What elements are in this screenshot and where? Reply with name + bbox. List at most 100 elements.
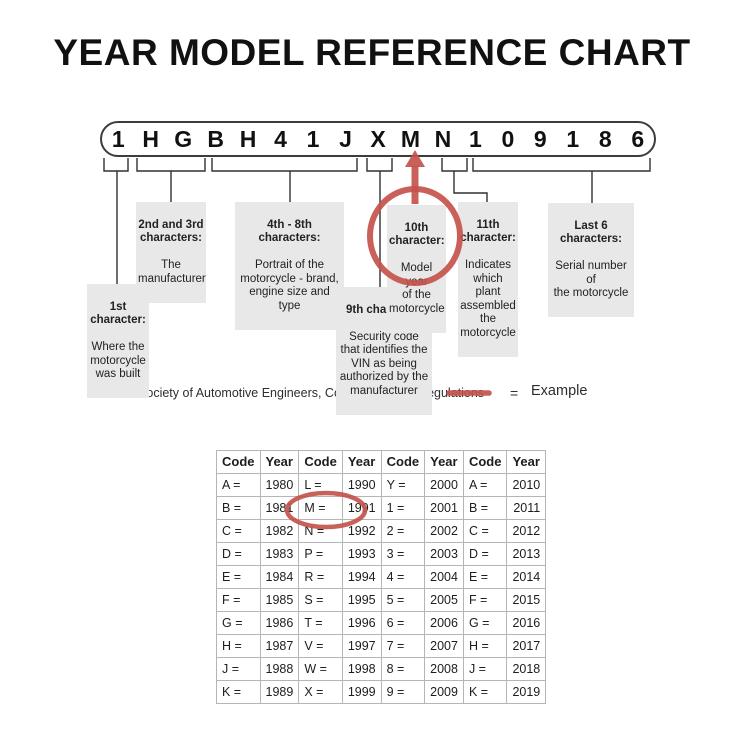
year-cell: 2003 bbox=[424, 542, 464, 566]
callout-body: Serial number of the motorcycle bbox=[553, 260, 629, 299]
callout-body: Portrait of the motorcycle - brand, engi… bbox=[240, 259, 339, 312]
connector-bracket-4th-8th bbox=[211, 158, 358, 202]
vin-character: H bbox=[239, 126, 257, 152]
year-cell: 2013 bbox=[506, 542, 547, 566]
page-title: YEAR MODEL REFERENCE CHART bbox=[53, 32, 691, 73]
year-cell: 1999 bbox=[341, 680, 382, 704]
code-cell: F = bbox=[216, 588, 261, 612]
year-cell: 2011 bbox=[506, 496, 547, 520]
code-cell: 2 = bbox=[380, 519, 426, 543]
callout-1st-character: 1st character: Where the motorcycle was … bbox=[87, 284, 149, 398]
year-cell: 1996 bbox=[341, 611, 382, 635]
code-cell: R = bbox=[298, 565, 343, 589]
code-cell: 8 = bbox=[380, 657, 426, 681]
code-cell: X = bbox=[298, 680, 343, 704]
callout-body: The manufacturer bbox=[138, 259, 206, 285]
year-cell: 2009 bbox=[424, 680, 464, 704]
vin-character: 1 bbox=[111, 126, 125, 152]
callout-body: Indicates which plant assembled the moto… bbox=[460, 259, 516, 339]
code-cell: T = bbox=[298, 611, 343, 635]
code-cell: E = bbox=[462, 565, 508, 589]
code-cell: P = bbox=[298, 542, 343, 566]
year-cell: 1991 bbox=[341, 496, 382, 520]
year-code-table: Code Year Code Year Code Year Code Year A = 1980 L… bbox=[216, 450, 547, 704]
code-cell: A = bbox=[216, 473, 261, 497]
year-cell: 2002 bbox=[424, 519, 464, 543]
table-row: D = 1983 P = 1993 3 = 2003 D = 2013 bbox=[216, 542, 547, 566]
legend-equals-sign: = bbox=[510, 385, 519, 401]
code-cell: H = bbox=[462, 634, 508, 658]
code-cell: C = bbox=[216, 519, 261, 543]
table-row: B = 1981 M = 1991 1 = 2001 B = 2011 bbox=[216, 496, 547, 520]
table-header-cell: Code bbox=[298, 450, 343, 474]
year-cell: 2018 bbox=[506, 657, 547, 681]
year-cell: 1988 bbox=[259, 657, 300, 681]
callout-9th-character: 9th character: Security code that identi… bbox=[336, 287, 432, 415]
vin-character: 1 bbox=[468, 126, 482, 152]
code-cell: E = bbox=[216, 565, 261, 589]
code-cell: A = bbox=[462, 473, 508, 497]
vin-character: G bbox=[174, 126, 193, 152]
callout-2nd-3rd-characters: 2nd and 3rd characters: The manufacturer bbox=[136, 202, 206, 303]
year-cell: 2005 bbox=[424, 588, 464, 612]
code-cell: B = bbox=[462, 496, 508, 520]
table-row: H = 1987 V = 1997 7 = 2007 H = 2017 bbox=[216, 634, 547, 658]
vin-character: H bbox=[142, 126, 160, 152]
year-cell: 2004 bbox=[424, 565, 464, 589]
vin-character: 8 bbox=[598, 126, 612, 152]
year-cell: 1986 bbox=[259, 611, 300, 635]
code-cell: H = bbox=[216, 634, 261, 658]
code-cell: N = bbox=[298, 519, 343, 543]
year-cell: 2001 bbox=[424, 496, 464, 520]
code-cell: F = bbox=[462, 588, 508, 612]
code-cell: G = bbox=[216, 611, 261, 635]
code-cell: G = bbox=[462, 611, 508, 635]
code-cell: Y = bbox=[380, 473, 426, 497]
connector-bracket-1st bbox=[103, 158, 129, 284]
year-cell: 2015 bbox=[506, 588, 547, 612]
callout-last-6-characters: Last 6 characters: Serial number of the … bbox=[548, 203, 634, 317]
vin-character: 1 bbox=[566, 126, 580, 152]
vin-character: X bbox=[370, 126, 386, 152]
year-cell: 1980 bbox=[259, 473, 300, 497]
code-cell: D = bbox=[462, 542, 508, 566]
year-cell: 1995 bbox=[341, 588, 382, 612]
year-cell: 1981 bbox=[259, 496, 300, 520]
callout-heading: 1st character: bbox=[90, 300, 146, 327]
table-row: F = 1985 S = 1995 5 = 2005 F = 2015 bbox=[216, 588, 547, 612]
table-header-cell: Year bbox=[506, 450, 547, 474]
year-cell: 2012 bbox=[506, 519, 547, 543]
callout-heading: 10th character: bbox=[389, 221, 445, 248]
code-cell: L = bbox=[298, 473, 343, 497]
year-cell: 1982 bbox=[259, 519, 300, 543]
code-cell: 4 = bbox=[380, 565, 426, 589]
year-cell: 2017 bbox=[506, 634, 547, 658]
year-cell: 2016 bbox=[506, 611, 547, 635]
connector-bracket-11th bbox=[441, 158, 488, 202]
code-cell: 1 = bbox=[380, 496, 426, 520]
year-cell: 2019 bbox=[506, 680, 547, 704]
code-cell: C = bbox=[462, 519, 508, 543]
vin-character: 1 bbox=[306, 126, 320, 152]
year-cell: 1987 bbox=[259, 634, 300, 658]
year-cell: 2010 bbox=[506, 473, 547, 497]
year-cell: 1992 bbox=[341, 519, 382, 543]
legend-example-label: Example bbox=[531, 383, 588, 399]
table-row: E = 1984 R = 1994 4 = 2004 E = 2014 bbox=[216, 565, 547, 589]
vin-character: J bbox=[339, 126, 352, 152]
year-cell: 1985 bbox=[259, 588, 300, 612]
code-cell: V = bbox=[298, 634, 343, 658]
year-cell: 1990 bbox=[341, 473, 382, 497]
callout-11th-character: 11th character: Indicates which plant as… bbox=[458, 202, 518, 357]
table-header-cell: Code bbox=[462, 450, 508, 474]
code-cell: S = bbox=[298, 588, 343, 612]
year-cell: 2008 bbox=[424, 657, 464, 681]
table-row: J = 1988 W = 1998 8 = 2008 J = 2018 bbox=[216, 657, 547, 681]
connector-bracket-last-6 bbox=[472, 158, 651, 203]
year-cell: 1993 bbox=[341, 542, 382, 566]
table-row: G = 1986 T = 1996 6 = 2006 G = 2016 bbox=[216, 611, 547, 635]
code-cell: W = bbox=[298, 657, 343, 681]
callout-heading: 4th - 8th characters: bbox=[258, 218, 321, 245]
